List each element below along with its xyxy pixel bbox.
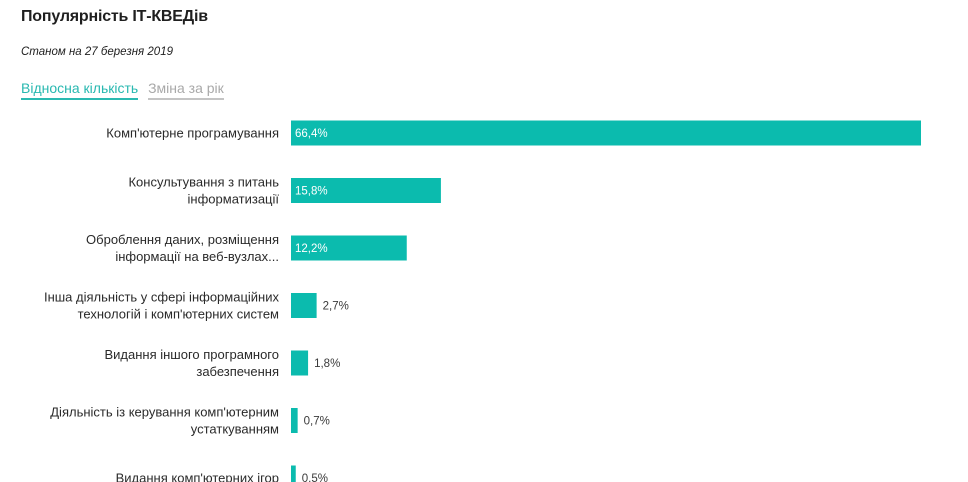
category-label: Консультування з питань інформатизації [128, 175, 279, 207]
tab-change-per-year[interactable]: Зміна за рік [148, 80, 224, 100]
category-label-line: інформації на веб-вузлах... [115, 249, 279, 264]
category-label: Видання іншого програмного забезпечення [104, 347, 279, 379]
category-label-line: Видання іншого програмного [104, 347, 279, 362]
bar[interactable] [291, 465, 296, 482]
tab-relative-count[interactable]: Відносна кількість [21, 80, 139, 100]
bar[interactable] [291, 293, 317, 318]
value-label: 2,7% [323, 301, 349, 313]
category-label-line: інформатизації [188, 192, 280, 207]
value-label: 66,4% [295, 128, 328, 140]
bar[interactable] [291, 350, 309, 376]
category-label: Оброблення даних, розміщення інформації н… [86, 232, 279, 264]
value-label: 0,5% [302, 473, 328, 482]
category-label-line: Інша діяльність у сфері інформаційних [44, 290, 280, 305]
view-tabs: Відносна кількість Зміна за рік [21, 80, 230, 100]
value-label: 1,8% [314, 358, 340, 370]
page-subtitle: Станом на 27 березня 2019 [21, 46, 173, 58]
category-label-line: технологій і комп'ютерних систем [78, 307, 279, 322]
bar[interactable] [291, 235, 407, 261]
category-label-line: устаткуванням [191, 422, 279, 437]
category-label-line: Видання комп'ютерних ігор [116, 471, 279, 482]
category-label: Діяльність із керування комп'ютерним уста… [50, 405, 279, 437]
category-label: Комп'ютерне програмування [106, 126, 279, 141]
category-label-line: забезпечення [196, 364, 279, 379]
value-label: 12,2% [295, 243, 328, 255]
category-label-line: Комп'ютерне програмування [106, 126, 279, 141]
value-label: 15,8% [295, 186, 328, 198]
category-label-line: Діяльність із керування комп'ютерним [50, 405, 279, 420]
category-label: Видання комп'ютерних ігор [116, 471, 279, 482]
bar[interactable] [291, 178, 441, 203]
category-label-line: Консультування з питань [128, 175, 279, 190]
category-label-line: Оброблення даних, розміщення [86, 232, 279, 247]
category-label: Інша діяльність у сфері інформаційних тех… [44, 290, 280, 322]
bar[interactable] [291, 120, 921, 146]
bar[interactable] [291, 408, 298, 433]
page-title: Популярність ІТ-КВЕДів [21, 8, 208, 25]
value-label: 0,7% [304, 416, 330, 428]
